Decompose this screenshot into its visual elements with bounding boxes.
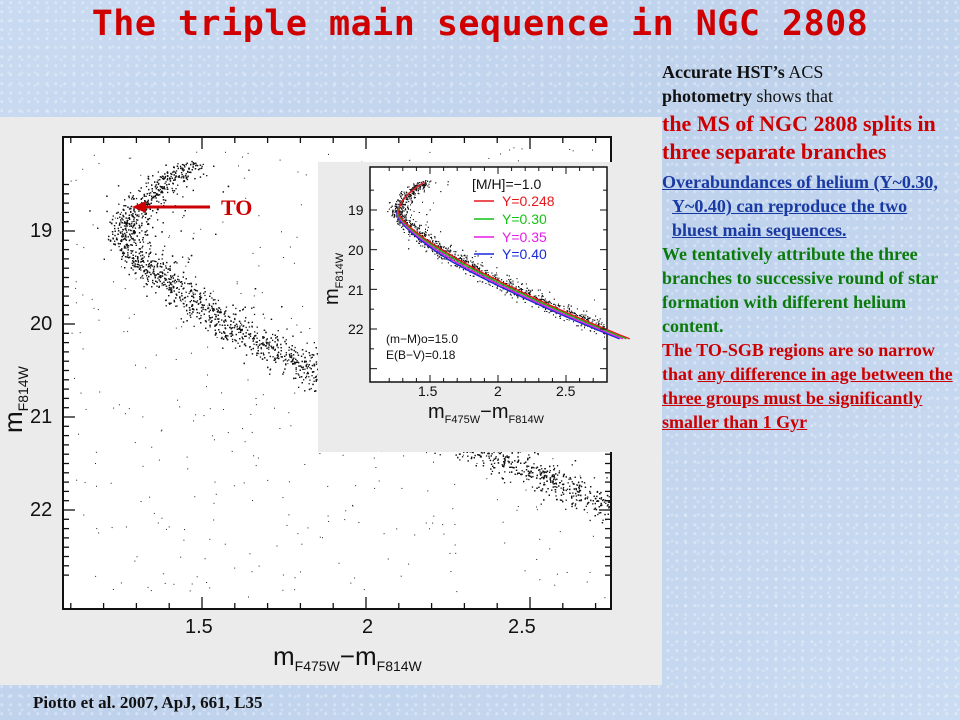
- y-tick-20: 20: [30, 313, 52, 335]
- ms-split-statement: the MS of NGC 2808 splits in three separ…: [662, 111, 936, 164]
- inset-x-label: mF475W−mF814W: [428, 401, 545, 426]
- intro-bold-2: photometry: [662, 86, 752, 106]
- explanation-text: Accurate HST’s ACS photometry shows that…: [662, 60, 954, 434]
- age-statement-underlined: any difference in age between the three …: [662, 364, 953, 432]
- inset-reddening: E(B−V)=0.18: [386, 348, 456, 362]
- inset-ticks: [370, 167, 607, 382]
- main-x-label: mF475W−mF814W: [273, 641, 423, 674]
- inset-y-tick-22: 22: [348, 321, 364, 337]
- inset-y-tick-20: 20: [348, 242, 364, 258]
- inset-x-tick-2: 2: [494, 383, 502, 399]
- age-statement: The TO-SGB regions are so narrow that an…: [662, 338, 954, 434]
- helium-statement: Overabundances of helium (Y~0.30, Y~0.40…: [662, 172, 938, 240]
- intro-bold-1: Accurate HST’s: [662, 62, 785, 82]
- slide-title: The triple main sequence in NGC 2808: [91, 4, 869, 44]
- inset-y-label: mF814W: [321, 252, 346, 305]
- y-tick-21: 21: [30, 406, 52, 428]
- y-tick-22: 22: [30, 499, 52, 521]
- x-tick-2-5: 2.5: [508, 616, 536, 638]
- intro-normal-2: shows that: [751, 86, 833, 106]
- legend-y040: Y=0.40: [502, 246, 547, 262]
- intro-normal-1: ACS: [784, 62, 824, 82]
- inset-legend: Y=0.248 Y=0.30 Y=0.35 Y=0.40: [474, 193, 555, 262]
- to-label: TO: [221, 195, 252, 220]
- attribution-statement: We tentatively attribute the three branc…: [662, 244, 938, 336]
- inset-x-tick-1-5: 1.5: [418, 383, 438, 399]
- citation: Piotto et al. 2007, ApJ, 661, L35: [33, 693, 263, 712]
- y-tick-19: 19: [30, 220, 52, 242]
- inset-x-tick-2-5: 2.5: [556, 383, 576, 399]
- inset-y-tick-21: 21: [348, 282, 364, 298]
- inset-distance-modulus: (m−M)o=15.0: [386, 332, 458, 346]
- legend-y035: Y=0.35: [502, 229, 547, 245]
- intro-paragraph: Accurate HST’s ACS photometry shows that: [662, 60, 954, 108]
- inset-isochrones: [396, 181, 631, 340]
- cmd-plot: 19 20 21 22 1.5 2 2.5 mF475W−mF814W mF81…: [0, 136, 631, 674]
- main-y-label: mF814W: [0, 365, 31, 433]
- cmd-figure: 19 20 21 22 1.5 2 2.5 mF475W−mF814W mF81…: [0, 117, 662, 685]
- to-arrow: [132, 201, 210, 213]
- age-statement-lead: The TO-SGB regions are so narrow that: [662, 340, 935, 384]
- inset-y-tick-19: 19: [348, 202, 364, 218]
- x-tick-1-5: 1.5: [185, 616, 213, 638]
- legend-y0248: Y=0.248: [502, 193, 555, 209]
- inset-plot: [M/H]=−1.0 Y=0.248 Y=0.30 Y=0.35 Y=0.40 …: [318, 162, 631, 452]
- legend-y030: Y=0.30: [502, 211, 547, 227]
- inset-legend-header: [M/H]=−1.0: [472, 176, 541, 192]
- x-tick-2: 2: [362, 616, 373, 638]
